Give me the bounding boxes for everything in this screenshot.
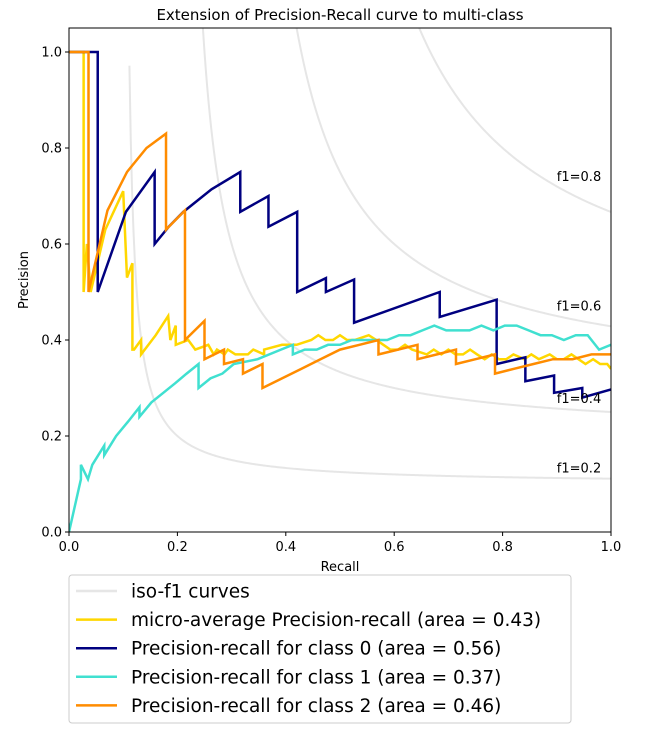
x-axis-ticks: 0.0 0.2 0.4 0.6 0.8 1.0 <box>59 532 622 555</box>
legend-label: Precision-recall for class 0 (area = 0.5… <box>131 639 501 660</box>
iso-f1-curve <box>128 65 611 480</box>
legend-label: Precision-recall for class 2 (area = 0.4… <box>131 696 501 717</box>
legend-label: iso-f1 curves <box>131 582 250 603</box>
series-line-1 <box>69 50 611 400</box>
legend-label: micro-average Precision-recall (area = 0… <box>131 610 541 631</box>
iso-f1-label: f1=0.8 <box>557 170 601 185</box>
y-tick-label: 0.8 <box>41 142 62 157</box>
iso-f1-curve <box>201 28 611 413</box>
y-tick-label: 0.2 <box>41 430 62 445</box>
iso-f1-curves <box>128 28 611 480</box>
x-tick-label: 0.4 <box>275 540 296 555</box>
x-tick-label: 0.0 <box>59 540 80 555</box>
y-tick-label: 0.6 <box>41 238 62 253</box>
iso-f1-curve <box>418 28 611 213</box>
series-line-3 <box>69 50 611 391</box>
iso-f1-curve <box>295 28 611 328</box>
series-line-2 <box>69 324 611 532</box>
legend: iso-f1 curves micro-average Precision-rec… <box>68 574 572 724</box>
y-tick-label: 0.4 <box>41 334 62 349</box>
pr-series <box>69 50 611 532</box>
iso-f1-label: f1=0.6 <box>557 299 601 314</box>
legend-frame <box>68 574 572 724</box>
iso-f1-label: f1=0.4 <box>557 392 601 407</box>
series-line-0 <box>69 50 611 370</box>
x-axis-label: Recall <box>321 560 360 575</box>
chart-title: Extension of Precision-Recall curve to m… <box>156 6 523 24</box>
y-tick-label: 0.0 <box>41 526 62 541</box>
iso-f1-label: f1=0.2 <box>557 461 601 476</box>
x-tick-label: 1.0 <box>601 540 622 555</box>
y-tick-label: 1.0 <box>41 46 62 61</box>
x-tick-label: 0.8 <box>492 540 513 555</box>
y-axis-ticks: 0.0 0.2 0.4 0.6 0.8 1.0 <box>41 46 69 541</box>
x-tick-label: 0.2 <box>167 540 188 555</box>
x-tick-label: 0.6 <box>384 540 405 555</box>
legend-label: Precision-recall for class 1 (area = 0.3… <box>131 667 501 688</box>
y-axis-label: Precision <box>17 251 32 309</box>
plot-area-frame <box>68 27 612 533</box>
